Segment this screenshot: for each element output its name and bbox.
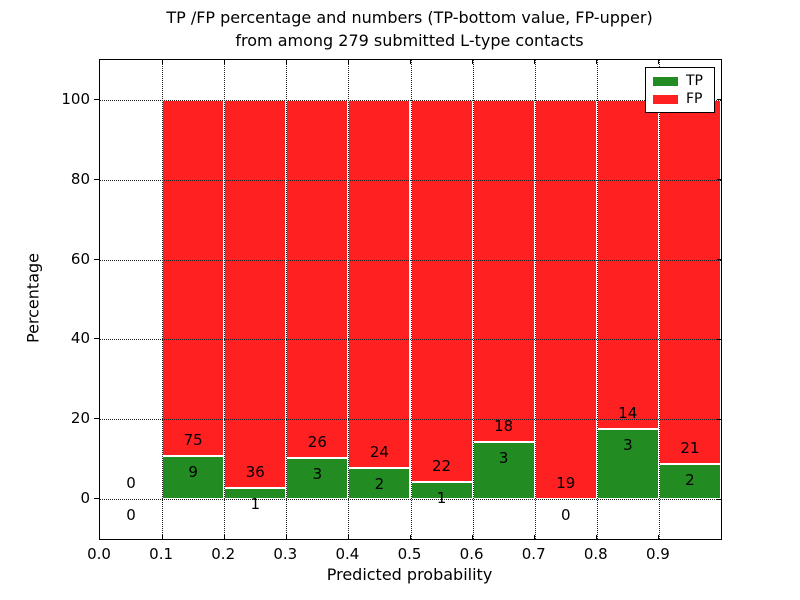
fp-count-annotation: 26 bbox=[307, 432, 327, 451]
y-tick-mark-right bbox=[717, 259, 721, 261]
x-tick-label: 0.7 bbox=[521, 545, 546, 563]
fp-count-annotation: 22 bbox=[432, 456, 452, 475]
fp-bar bbox=[348, 99, 411, 469]
fp-count-annotation: 0 bbox=[126, 474, 136, 493]
x-tick-mark bbox=[596, 535, 598, 539]
x-tick-mark-top bbox=[285, 60, 287, 64]
fp-bar bbox=[410, 99, 473, 482]
x-tick-label: 0.9 bbox=[645, 545, 670, 563]
v-gridline bbox=[472, 60, 474, 539]
y-tick-mark-right bbox=[717, 418, 721, 420]
x-tick-label: 0.4 bbox=[335, 545, 360, 563]
y-tick-label: 40 bbox=[70, 329, 90, 348]
x-tick-mark-top bbox=[596, 60, 598, 64]
tp-count-annotation: 1 bbox=[436, 488, 447, 507]
x-tick-label: 0.6 bbox=[459, 545, 484, 563]
fp-count-annotation: 21 bbox=[680, 439, 700, 458]
y-tick-mark bbox=[94, 418, 99, 420]
fp-count-annotation: 24 bbox=[369, 443, 389, 462]
fp-bar bbox=[534, 99, 597, 500]
legend-label-tp: TP bbox=[686, 73, 703, 89]
y-tick-mark bbox=[94, 258, 99, 260]
y-tick-mark bbox=[94, 98, 99, 100]
x-tick-mark bbox=[410, 535, 411, 539]
v-gridline bbox=[596, 60, 598, 539]
y-tick-mark-right bbox=[717, 99, 721, 101]
x-axis-label: Predicted probability bbox=[326, 565, 493, 584]
fp-count-annotation: 75 bbox=[183, 431, 203, 450]
y-tick-mark bbox=[94, 178, 99, 180]
tp-count-annotation: 3 bbox=[312, 464, 323, 483]
x-tick-mark-top bbox=[472, 60, 474, 64]
chart-title-line-2: from among 279 submitted L-type contacts bbox=[235, 31, 584, 50]
tp-count-annotation: 2 bbox=[685, 471, 695, 490]
v-gridline bbox=[286, 60, 288, 539]
x-tick-mark-top bbox=[410, 60, 411, 64]
y-tick-mark-right bbox=[717, 498, 721, 500]
tp-count-annotation: 0 bbox=[126, 506, 136, 525]
x-tick-mark bbox=[472, 535, 474, 539]
fp-color-swatch bbox=[653, 94, 678, 104]
y-tick-label: 0 bbox=[80, 489, 90, 508]
x-tick-label: 0.3 bbox=[273, 545, 298, 563]
legend-entry-tp: TP bbox=[653, 74, 707, 88]
chart-title: TP /FP percentage and numbers (TP-bottom… bbox=[99, 6, 720, 52]
x-tick-mark bbox=[534, 535, 536, 539]
v-gridline bbox=[534, 60, 536, 539]
y-tick-label: 100 bbox=[61, 89, 90, 108]
x-tick-mark-top bbox=[534, 60, 536, 64]
x-tick-label: 0.1 bbox=[149, 545, 174, 563]
x-tick-mark-top bbox=[347, 60, 349, 64]
tp-bar bbox=[162, 456, 225, 500]
fp-bar bbox=[286, 99, 349, 458]
x-tick-mark-top bbox=[658, 60, 660, 64]
y-tick-mark bbox=[94, 338, 99, 340]
x-tick-mark bbox=[347, 535, 349, 539]
fp-bar bbox=[658, 99, 721, 465]
plot-inner: 0 0 75 9 36 1 26 3 24 2 22 1 18 3 19 0 14 3 21 2 bbox=[100, 60, 721, 539]
legend-entry-fp: FP bbox=[653, 92, 707, 106]
fp-count-annotation: 36 bbox=[245, 463, 265, 482]
x-tick-label: 0.8 bbox=[583, 545, 608, 563]
tp-count-annotation: 9 bbox=[188, 463, 198, 482]
x-tick-mark bbox=[223, 535, 225, 539]
fp-bar bbox=[596, 99, 659, 429]
y-tick-label: 60 bbox=[70, 249, 90, 268]
tp-count-annotation: 1 bbox=[250, 495, 261, 514]
v-gridline bbox=[162, 60, 164, 539]
tp-count-annotation: 3 bbox=[498, 449, 509, 468]
y-tick-mark bbox=[94, 498, 99, 500]
x-tick-mark-top bbox=[223, 60, 225, 64]
x-tick-mark bbox=[285, 535, 287, 539]
fp-bar bbox=[472, 99, 535, 443]
tp-bar bbox=[348, 468, 411, 500]
x-tick-label: 0.2 bbox=[211, 545, 236, 563]
v-gridline bbox=[224, 60, 226, 539]
v-gridline bbox=[348, 60, 350, 539]
v-gridline bbox=[658, 60, 660, 539]
legend: TP FP bbox=[645, 67, 715, 113]
plot-area: 0 0 75 9 36 1 26 3 24 2 22 1 18 3 19 0 14 3 21 2 bbox=[99, 59, 722, 540]
fp-bar bbox=[162, 99, 225, 457]
tp-count-annotation: 3 bbox=[623, 435, 633, 454]
fp-count-annotation: 14 bbox=[618, 403, 638, 422]
fp-count-annotation: 19 bbox=[556, 474, 576, 493]
y-tick-mark-right bbox=[717, 179, 721, 181]
x-tick-label: 0.0 bbox=[87, 545, 111, 563]
y-tick-mark-right bbox=[717, 338, 721, 340]
tp-count-annotation: 0 bbox=[560, 506, 571, 525]
legend-label-fp: FP bbox=[686, 91, 703, 107]
y-tick-label: 20 bbox=[70, 409, 90, 428]
tp-color-swatch bbox=[653, 76, 678, 86]
x-tick-mark bbox=[658, 535, 660, 539]
x-tick-mark bbox=[161, 535, 163, 539]
tp-count-annotation: 2 bbox=[374, 475, 385, 494]
x-tick-mark-top bbox=[161, 60, 163, 64]
fp-bar bbox=[224, 99, 287, 489]
x-tick-label: 0.5 bbox=[397, 545, 422, 563]
chart-title-line-1: TP /FP percentage and numbers (TP-bottom… bbox=[166, 8, 653, 27]
v-gridline bbox=[410, 60, 412, 539]
y-tick-label: 80 bbox=[70, 169, 90, 188]
fp-count-annotation: 18 bbox=[494, 417, 514, 436]
